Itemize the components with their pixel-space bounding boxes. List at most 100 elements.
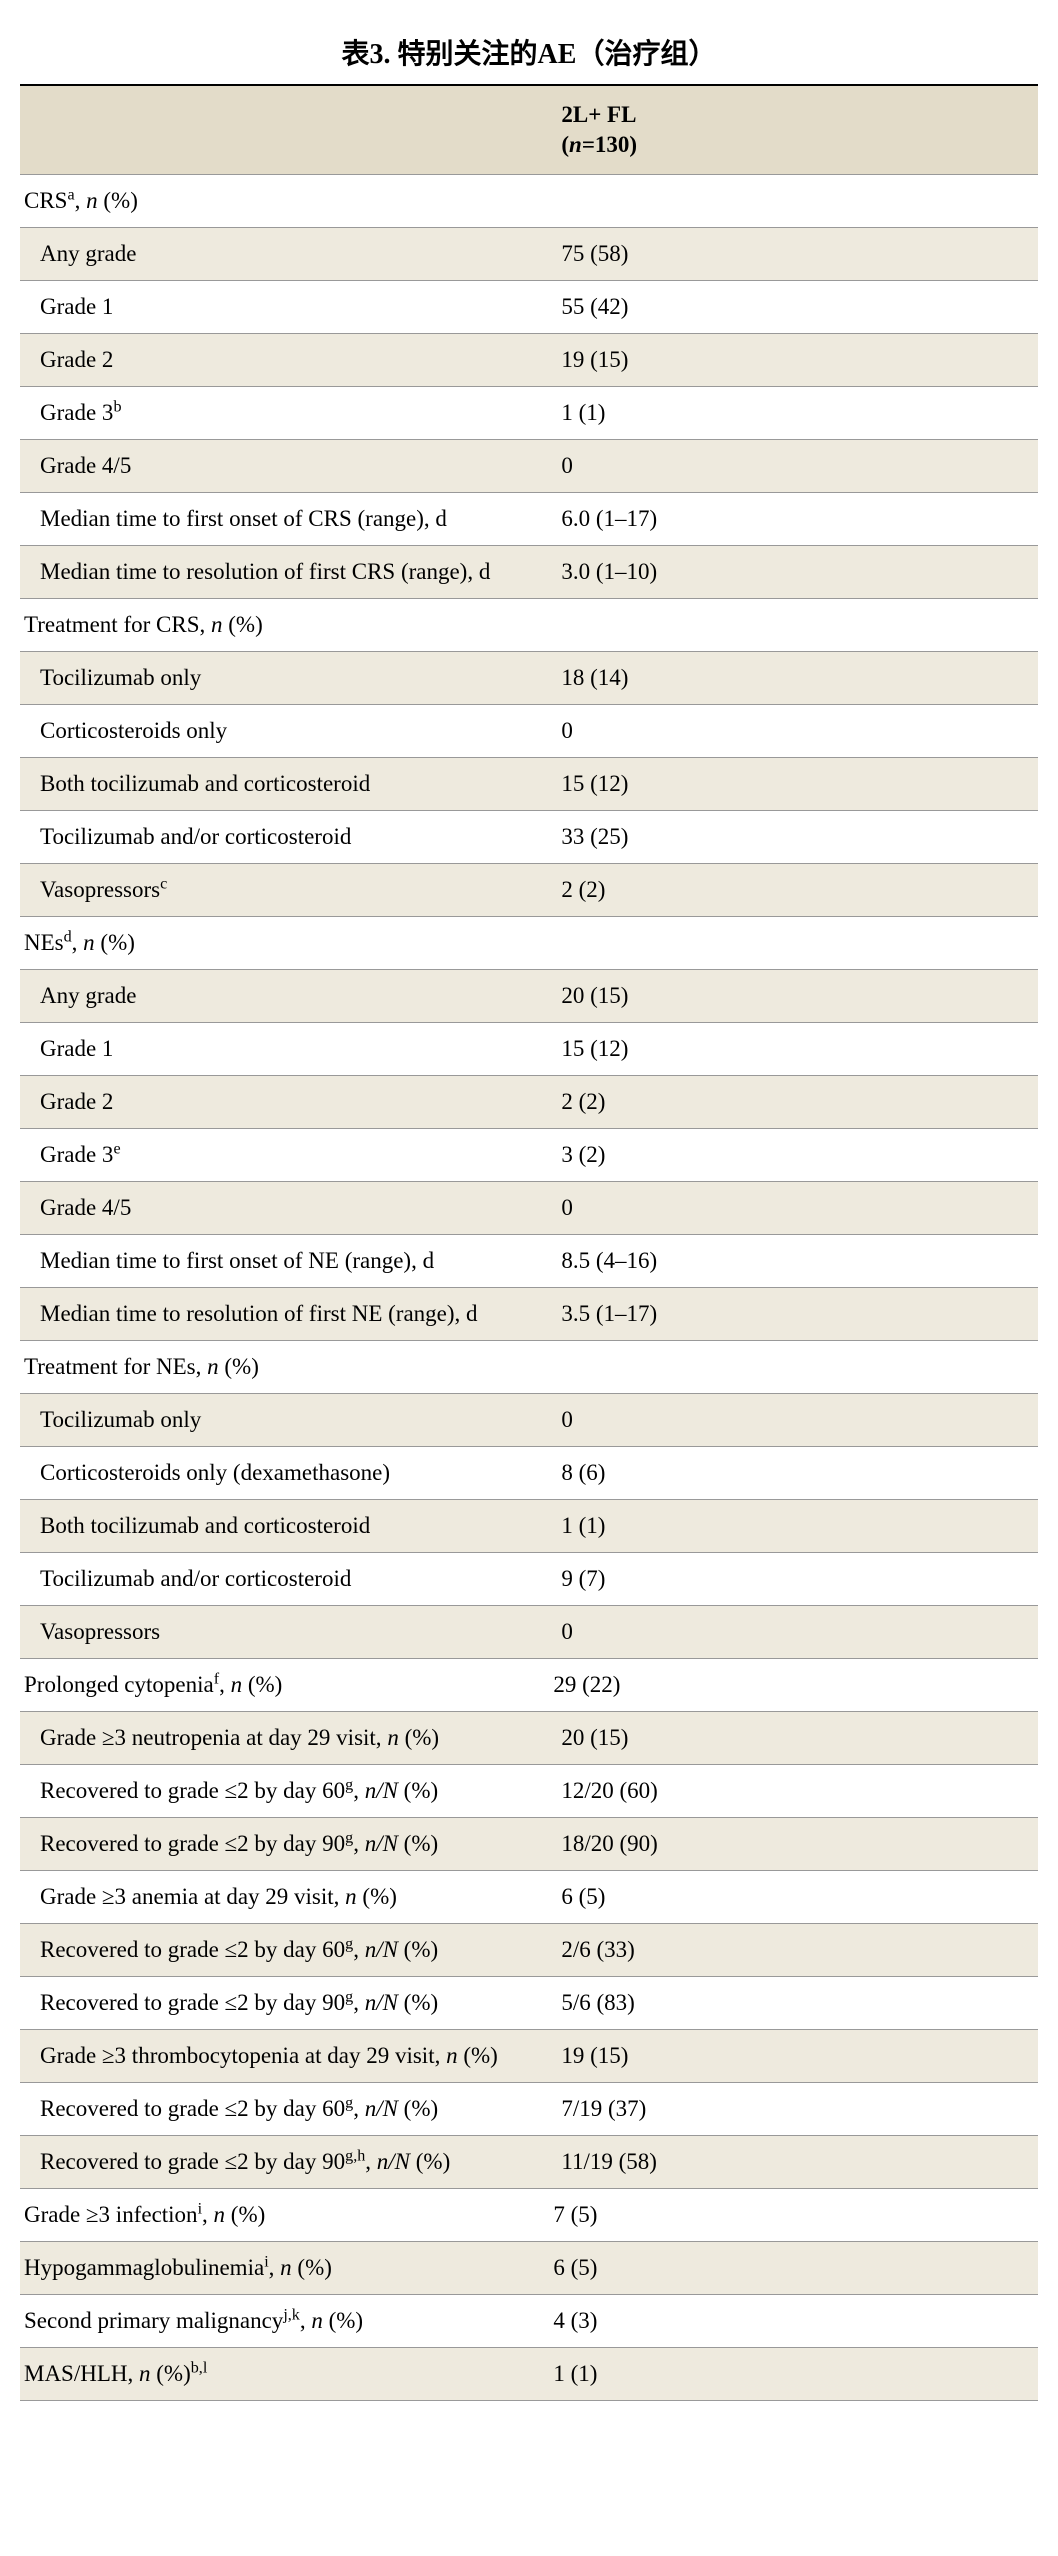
- row-label: Grade 3e: [20, 1128, 549, 1181]
- row-label: Second primary malignancyj,k, n (%): [20, 2294, 549, 2347]
- row-label: Tocilizumab and/or corticosteroid: [20, 1552, 549, 1605]
- table-row: Recovered to grade ≤2 by day 90g, n/N (%…: [20, 1976, 1038, 2029]
- row-label: Treatment for NEs, n (%): [20, 1340, 549, 1393]
- row-label: Hypogammaglobulinemiai, n (%): [20, 2241, 549, 2294]
- row-label: Median time to resolution of first NE (r…: [20, 1287, 549, 1340]
- row-label: Tocilizumab and/or corticosteroid: [20, 810, 549, 863]
- row-value: 15 (12): [549, 757, 1038, 810]
- row-label: Median time to first onset of CRS (range…: [20, 492, 549, 545]
- row-value: [549, 174, 1038, 227]
- row-value: 6 (5): [549, 2241, 1038, 2294]
- row-value: 0: [549, 439, 1038, 492]
- table-row: Grade 155 (42): [20, 280, 1038, 333]
- ae-table-container: 表3. 特别关注的AE（治疗组） 2L+ FL (n=130) CRSa, n …: [20, 20, 1038, 2401]
- row-label: MAS/HLH, n (%)b,l: [20, 2347, 549, 2400]
- table-row: Grade 115 (12): [20, 1022, 1038, 1075]
- row-value: [549, 916, 1038, 969]
- row-label: Grade 1: [20, 1022, 549, 1075]
- row-label: Tocilizumab only: [20, 651, 549, 704]
- row-value: 3 (2): [549, 1128, 1038, 1181]
- row-label: Grade ≥3 infectioni, n (%): [20, 2188, 549, 2241]
- row-label: Corticosteroids only (dexamethasone): [20, 1446, 549, 1499]
- row-value: 18 (14): [549, 651, 1038, 704]
- table-row: Grade ≥3 neutropenia at day 29 visit, n …: [20, 1711, 1038, 1764]
- row-label: Grade 1: [20, 280, 549, 333]
- table-row: Recovered to grade ≤2 by day 60g, n/N (%…: [20, 2082, 1038, 2135]
- table-row: Median time to resolution of first CRS (…: [20, 545, 1038, 598]
- table-row: Median time to resolution of first NE (r…: [20, 1287, 1038, 1340]
- table-row: NEsd, n (%): [20, 916, 1038, 969]
- table-row: Both tocilizumab and corticosteroid15 (1…: [20, 757, 1038, 810]
- row-value: 9 (7): [549, 1552, 1038, 1605]
- table-title: 表3. 特别关注的AE（治疗组）: [20, 20, 1038, 84]
- row-value: 19 (15): [549, 2029, 1038, 2082]
- row-value: 29 (22): [549, 1658, 1038, 1711]
- row-label: Treatment for CRS, n (%): [20, 598, 549, 651]
- ae-table: 2L+ FL (n=130) CRSa, n (%)Any grade75 (5…: [20, 84, 1038, 2401]
- row-value: 0: [549, 704, 1038, 757]
- row-value: 75 (58): [549, 227, 1038, 280]
- row-label: CRSa, n (%): [20, 174, 549, 227]
- table-row: Grade ≥3 anemia at day 29 visit, n (%)6 …: [20, 1870, 1038, 1923]
- table-row: Recovered to grade ≤2 by day 90g, n/N (%…: [20, 1817, 1038, 1870]
- row-label: Recovered to grade ≤2 by day 90g,h, n/N …: [20, 2135, 549, 2188]
- table-row: Second primary malignancyj,k, n (%)4 (3): [20, 2294, 1038, 2347]
- table-row: Recovered to grade ≤2 by day 60g, n/N (%…: [20, 1923, 1038, 1976]
- row-label: Recovered to grade ≤2 by day 60g, n/N (%…: [20, 1923, 549, 1976]
- table-row: Tocilizumab only0: [20, 1393, 1038, 1446]
- row-label: Grade ≥3 anemia at day 29 visit, n (%): [20, 1870, 549, 1923]
- row-value: 18/20 (90): [549, 1817, 1038, 1870]
- row-label: Grade 3b: [20, 386, 549, 439]
- row-value: 1 (1): [549, 386, 1038, 439]
- row-label: Both tocilizumab and corticosteroid: [20, 757, 549, 810]
- row-value: 12/20 (60): [549, 1764, 1038, 1817]
- row-label: Corticosteroids only: [20, 704, 549, 757]
- table-row: Tocilizumab and/or corticosteroid33 (25): [20, 810, 1038, 863]
- row-label: Vasopressorsc: [20, 863, 549, 916]
- row-value: 2 (2): [549, 863, 1038, 916]
- row-label: Recovered to grade ≤2 by day 60g, n/N (%…: [20, 1764, 549, 1817]
- row-label: Median time to first onset of NE (range)…: [20, 1234, 549, 1287]
- table-row: Grade 22 (2): [20, 1075, 1038, 1128]
- row-label: Grade ≥3 thrombocytopenia at day 29 visi…: [20, 2029, 549, 2082]
- row-value: 0: [549, 1605, 1038, 1658]
- table-row: Hypogammaglobulinemiai, n (%)6 (5): [20, 2241, 1038, 2294]
- row-value: 7/19 (37): [549, 2082, 1038, 2135]
- table-row: Grade 4/50: [20, 439, 1038, 492]
- row-value: 0: [549, 1393, 1038, 1446]
- row-value: 7 (5): [549, 2188, 1038, 2241]
- table-row: Vasopressorsc2 (2): [20, 863, 1038, 916]
- table-row: Grade ≥3 infectioni, n (%)7 (5): [20, 2188, 1038, 2241]
- table-row: Any grade75 (58): [20, 227, 1038, 280]
- row-value: 2/6 (33): [549, 1923, 1038, 1976]
- header-line2: (n=130): [561, 132, 637, 157]
- table-row: Prolonged cytopeniaf, n (%)29 (22): [20, 1658, 1038, 1711]
- row-value: 8.5 (4–16): [549, 1234, 1038, 1287]
- table-row: Tocilizumab and/or corticosteroid9 (7): [20, 1552, 1038, 1605]
- table-row: Grade 3b1 (1): [20, 386, 1038, 439]
- header-value: 2L+ FL (n=130): [549, 85, 1038, 174]
- row-label: Recovered to grade ≤2 by day 90g, n/N (%…: [20, 1976, 549, 2029]
- row-value: 19 (15): [549, 333, 1038, 386]
- row-value: 55 (42): [549, 280, 1038, 333]
- row-value: 6 (5): [549, 1870, 1038, 1923]
- row-label: Vasopressors: [20, 1605, 549, 1658]
- row-value: 20 (15): [549, 1711, 1038, 1764]
- row-value: 11/19 (58): [549, 2135, 1038, 2188]
- header-empty: [20, 85, 549, 174]
- table-row: Recovered to grade ≤2 by day 90g,h, n/N …: [20, 2135, 1038, 2188]
- row-value: 1 (1): [549, 1499, 1038, 1552]
- table-row: Treatment for CRS, n (%): [20, 598, 1038, 651]
- table-row: Corticosteroids only0: [20, 704, 1038, 757]
- table-row: Grade 4/50: [20, 1181, 1038, 1234]
- row-value: 5/6 (83): [549, 1976, 1038, 2029]
- row-value: 4 (3): [549, 2294, 1038, 2347]
- row-value: 33 (25): [549, 810, 1038, 863]
- row-value: 15 (12): [549, 1022, 1038, 1075]
- row-label: Grade ≥3 neutropenia at day 29 visit, n …: [20, 1711, 549, 1764]
- table-row: MAS/HLH, n (%)b,l1 (1): [20, 2347, 1038, 2400]
- row-value: 1 (1): [549, 2347, 1038, 2400]
- table-row: Median time to first onset of CRS (range…: [20, 492, 1038, 545]
- row-value: 3.0 (1–10): [549, 545, 1038, 598]
- row-label: Recovered to grade ≤2 by day 60g, n/N (%…: [20, 2082, 549, 2135]
